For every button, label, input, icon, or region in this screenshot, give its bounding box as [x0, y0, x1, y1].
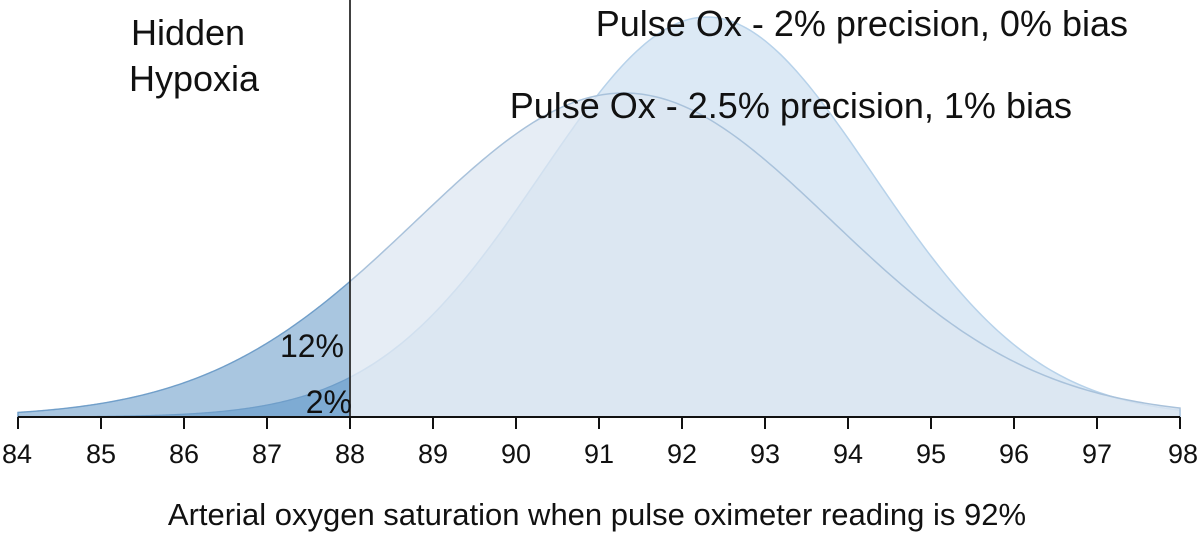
x-axis-ticks: 84 85 86 87 88 89 90 91 92 93 94 95 96 97 98: [2, 417, 1198, 469]
x-tick-label-88: 88: [335, 439, 365, 469]
x-tick-label-95: 95: [916, 439, 946, 469]
hidden-hypoxia-pct-2.5pct-precision: 12%: [280, 328, 344, 364]
x-tick-label-87: 87: [252, 439, 282, 469]
series-label-2pct-precision: Pulse Ox - 2% precision, 0% bias: [596, 3, 1128, 44]
series-label-2.5pct-precision: Pulse Ox - 2.5% precision, 1% bias: [510, 85, 1072, 126]
x-tick-label-86: 86: [169, 439, 199, 469]
hidden-hypoxia-pct-2pct-precision: 2%: [306, 384, 352, 420]
x-axis-title: Arterial oxygen saturation when pulse ox…: [168, 497, 1026, 532]
hidden-hypoxia-label-line1: Hidden: [131, 12, 245, 53]
x-tick-label-92: 92: [667, 439, 697, 469]
x-tick-label-84: 84: [2, 439, 32, 469]
x-tick-label-94: 94: [833, 439, 863, 469]
x-tick-label-91: 91: [584, 439, 614, 469]
hidden-hypoxia-area-2.5pct-precision: [17, 281, 349, 417]
x-tick-label-96: 96: [999, 439, 1029, 469]
curve-2.5pct-precision-1pct-bias: [17, 92, 1181, 418]
x-tick-label-98: 98: [1168, 439, 1198, 469]
x-tick-label-89: 89: [418, 439, 448, 469]
x-tick-label-97: 97: [1082, 439, 1112, 469]
x-tick-label-90: 90: [501, 439, 531, 469]
hidden-hypoxia-label-line2: Hypoxia: [129, 58, 260, 99]
x-tick-label-93: 93: [750, 439, 780, 469]
x-tick-label-85: 85: [86, 439, 116, 469]
